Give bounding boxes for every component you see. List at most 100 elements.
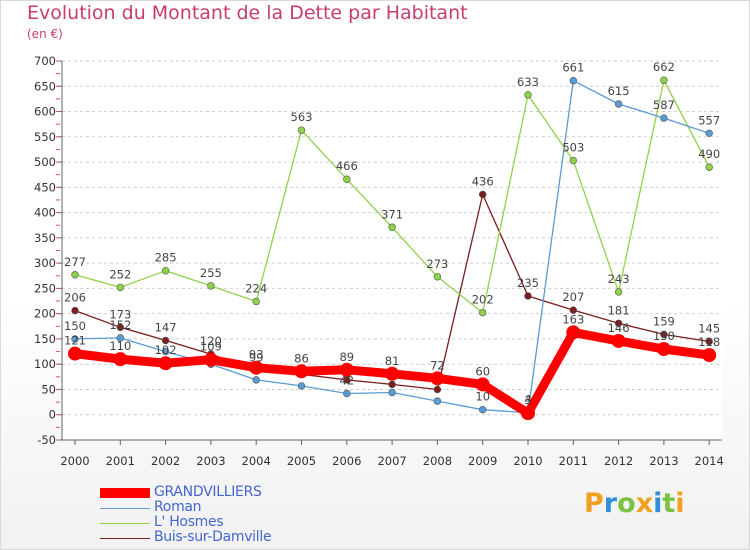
- data-point-buis-sur-damville: [524, 292, 532, 300]
- y-tick-label: 250: [34, 281, 56, 295]
- x-tick-label: 2004: [242, 454, 271, 468]
- data-point-roman: [433, 397, 442, 405]
- data-label: 202: [472, 293, 494, 307]
- data-label: 633: [517, 75, 539, 89]
- data-point-grandvilliers: [430, 371, 445, 386]
- data-point-l-hosmes: [705, 163, 713, 171]
- data-point-roman: [252, 376, 260, 384]
- y-tick-label: 450: [34, 180, 56, 194]
- data-label: 60: [475, 364, 490, 378]
- data-point-grandvilliers: [249, 360, 264, 375]
- x-tick-label: 2012: [604, 454, 633, 468]
- x-tick-label: 2007: [377, 454, 406, 468]
- data-label: 10: [475, 390, 490, 404]
- data-point-l-hosmes: [297, 126, 306, 134]
- data-point-roman: [569, 77, 577, 85]
- legend-swatch-l-hosmes: [100, 523, 150, 524]
- data-point-grandvilliers: [611, 333, 626, 348]
- x-tick-label: 2005: [287, 454, 316, 468]
- y-tick-label: 700: [34, 54, 56, 68]
- data-label: 224: [245, 282, 267, 296]
- legend-swatch-buis-sur-damville: [100, 538, 150, 539]
- data-point-roman: [71, 335, 79, 343]
- legend-label-grandvilliers: GRANDVILLIERS: [154, 484, 262, 500]
- y-tick-label: 200: [34, 307, 56, 321]
- data-point-grandvilliers: [385, 366, 400, 381]
- y-tick-label: 400: [34, 206, 56, 220]
- data-label: 252: [109, 267, 131, 281]
- logo-letter: P: [584, 488, 604, 519]
- x-tick-label: 2013: [649, 454, 678, 468]
- data-point-buis-sur-damville: [433, 385, 442, 394]
- data-label: 150: [64, 319, 86, 333]
- data-label: 102: [155, 343, 177, 357]
- legend-label-buis-sur-damville: Buis-sur-Damville: [154, 529, 272, 545]
- data-label: 146: [608, 321, 630, 335]
- data-point-grandvilliers: [158, 356, 173, 371]
- data-label: 285: [155, 251, 177, 265]
- data-point-l-hosmes: [207, 282, 215, 290]
- data-label: 243: [608, 272, 630, 286]
- data-label: 235: [517, 276, 539, 290]
- data-point-roman: [479, 405, 487, 414]
- data-point-buis-sur-damville: [116, 323, 125, 332]
- x-tick-label: 2009: [468, 454, 497, 468]
- y-tick-label: 600: [34, 105, 56, 119]
- data-point-grandvilliers: [656, 342, 671, 357]
- data-label: 563: [291, 110, 313, 124]
- data-point-grandvilliers: [294, 364, 309, 379]
- data-point-roman: [343, 389, 351, 398]
- data-label: 86: [294, 351, 309, 365]
- data-point-l-hosmes: [614, 288, 623, 296]
- data-labels: 121 110 102 109 93 86 89 81 72 60 3 163 146 130 118 150…: [64, 60, 720, 407]
- data-label: 121: [64, 334, 86, 348]
- data-label: 662: [653, 60, 675, 74]
- data-point-roman: [388, 388, 396, 397]
- data-label: 109: [200, 340, 222, 354]
- data-point-grandvilliers: [702, 348, 717, 363]
- data-label: 42: [339, 374, 354, 388]
- data-label: 4: [524, 393, 531, 407]
- x-tick-label: 2010: [513, 454, 542, 468]
- data-label: 89: [339, 350, 354, 364]
- data-label: 181: [608, 303, 630, 317]
- y-tick-label: 350: [34, 231, 56, 245]
- data-point-l-hosmes: [388, 223, 396, 231]
- data-label: 147: [155, 320, 177, 334]
- data-point-buis-sur-damville: [161, 336, 170, 345]
- data-label: 81: [385, 354, 400, 368]
- data-point-buis-sur-damville: [569, 306, 577, 314]
- data-point-buis-sur-damville: [660, 330, 668, 339]
- x-tick-label: 2006: [332, 454, 361, 468]
- data-label: 587: [653, 98, 675, 112]
- data-point-buis-sur-damville: [71, 306, 79, 315]
- y-tick-label: 650: [34, 79, 56, 93]
- legend-label-l-hosmes: L' Hosmes: [154, 514, 224, 530]
- data-label: 255: [200, 266, 222, 280]
- data-point-grandvilliers: [203, 352, 218, 367]
- x-tick-label: 2000: [60, 454, 89, 468]
- y-tick-label: 500: [34, 155, 56, 169]
- data-point-l-hosmes: [660, 76, 668, 84]
- y-tick-label: 0: [49, 408, 56, 422]
- data-label: 615: [608, 84, 630, 98]
- data-label: 490: [698, 147, 720, 161]
- legend-swatch-grandvilliers: [100, 488, 150, 498]
- data-label: 173: [109, 307, 131, 321]
- data-point-roman: [614, 100, 623, 108]
- logo-letter: i: [675, 488, 685, 519]
- data-label: 466: [336, 159, 358, 173]
- data-label: 152: [109, 318, 131, 332]
- data-point-l-hosmes: [161, 267, 170, 275]
- y-tick-label: 300: [34, 256, 56, 270]
- axes: -50 0 50 100 150 200 250 300 350 400 450 500 550 600 6…: [34, 54, 724, 468]
- data-point-grandvilliers: [68, 346, 82, 361]
- logo-letter: o: [617, 488, 636, 519]
- data-label: 163: [562, 312, 584, 326]
- data-point-roman: [161, 347, 170, 356]
- chart-subtitle: (en €): [27, 27, 63, 41]
- data-point-l-hosmes: [569, 156, 577, 165]
- data-label: 110: [109, 339, 131, 353]
- data-point-buis-sur-damville: [479, 190, 487, 199]
- data-point-grandvilliers: [521, 406, 535, 421]
